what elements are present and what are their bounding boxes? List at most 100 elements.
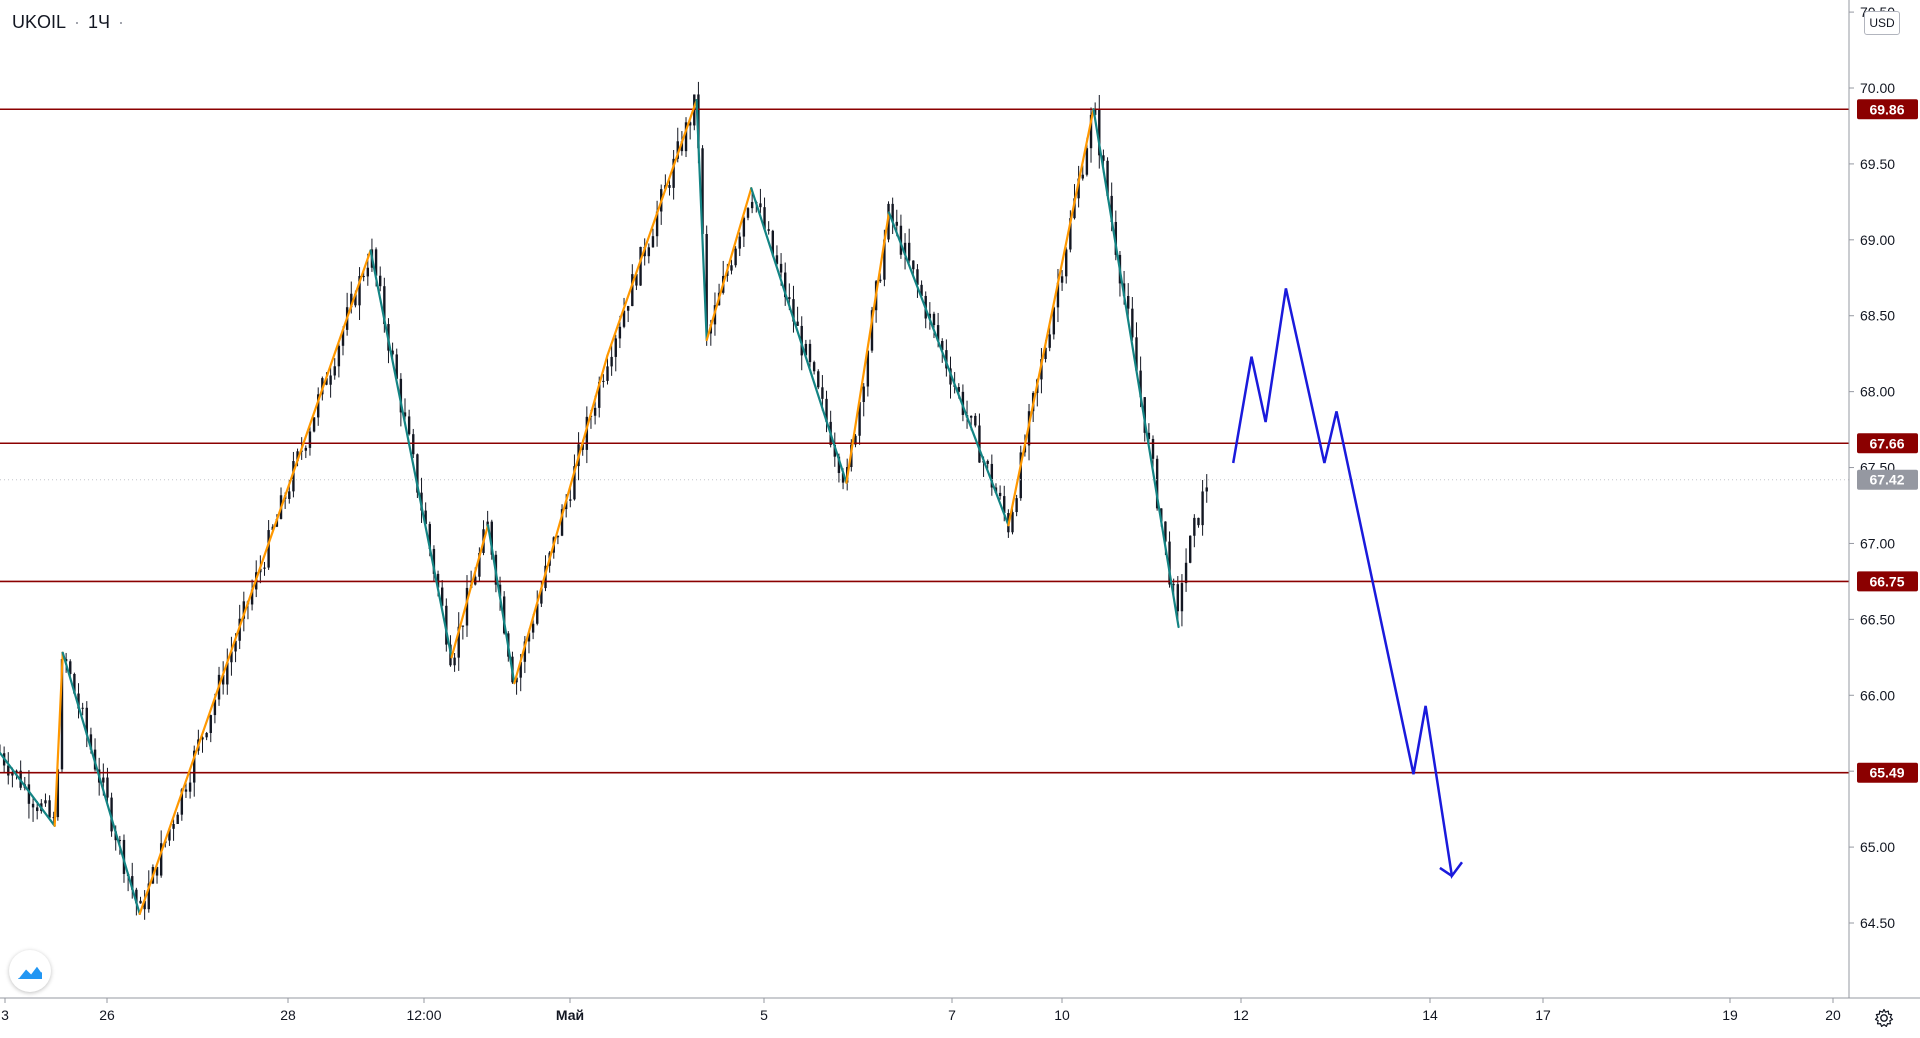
candle-body: [1106, 160, 1109, 196]
candle-body: [825, 398, 828, 422]
time-tick-label: Май: [556, 1007, 584, 1023]
candle-body: [916, 269, 919, 285]
zigzag-down-segment[interactable]: [61, 651, 141, 915]
candle-body: [31, 803, 35, 808]
zigzag-up-segment[interactable]: [53, 651, 64, 827]
candle-body: [585, 416, 589, 450]
gear-icon[interactable]: [1871, 1005, 1897, 1031]
candle-body: [77, 693, 80, 709]
candle-body: [854, 435, 857, 445]
time-tick-label: 14: [1422, 1007, 1438, 1023]
zigzag-up-segment[interactable]: [138, 249, 372, 915]
candle-body: [1011, 512, 1014, 533]
current-price-label: [1857, 469, 1918, 490]
zigzag-up-segment[interactable]: [1007, 108, 1095, 527]
price-tick-label: 67.00: [1860, 535, 1895, 551]
candle-body: [7, 765, 10, 776]
candle-body: [1102, 155, 1105, 161]
candle-body: [180, 789, 184, 815]
candle-body: [465, 587, 469, 626]
candle-body: [35, 807, 39, 812]
time-tick-label: 19: [1722, 1007, 1738, 1023]
zigzag-down-segment[interactable]: [0, 751, 56, 827]
candle-body: [808, 343, 812, 363]
candle-body: [796, 321, 799, 326]
candle-body: [1019, 452, 1022, 499]
candle-body: [569, 499, 572, 501]
price-tick-label: 65.00: [1860, 839, 1895, 855]
candle-body: [1184, 562, 1188, 584]
tradingview-logo-icon[interactable]: [9, 950, 51, 992]
zigzag-down-segment[interactable]: [369, 249, 453, 659]
candle-body: [1189, 535, 1192, 563]
candle-body: [333, 366, 336, 376]
candle-body: [341, 329, 345, 346]
zigzag-up-segment[interactable]: [845, 211, 891, 484]
candle-body: [1197, 517, 1200, 526]
candle-body: [680, 141, 684, 152]
candle-body: [379, 275, 382, 287]
candle-body: [85, 707, 88, 735]
currency-badge[interactable]: USD: [1864, 11, 1900, 35]
candle-body: [767, 229, 770, 231]
zigzag-down-segment[interactable]: [1092, 108, 1180, 629]
interval-label[interactable]: 1Ч: [88, 12, 111, 32]
candle-body: [730, 265, 733, 271]
time-tick-label: 5: [760, 1007, 768, 1023]
candle-body: [1060, 276, 1064, 283]
candle-body: [1164, 521, 1167, 542]
candle-body: [288, 491, 291, 499]
candle-body: [81, 707, 84, 709]
candle-body: [746, 208, 750, 218]
projection-path[interactable]: [1231, 288, 1464, 880]
candle-body: [184, 789, 188, 792]
price-tick-label: 69.50: [1860, 156, 1895, 172]
candle-body: [536, 603, 539, 624]
candle-body: [928, 313, 932, 319]
candle-body: [635, 274, 638, 286]
zigzag-up-segment[interactable]: [450, 524, 490, 659]
candle-body: [1201, 491, 1204, 526]
candle-body: [1110, 195, 1113, 222]
candle-body: [263, 567, 266, 569]
candle-body: [626, 306, 630, 311]
candle-body: [155, 866, 159, 876]
candle-body: [1176, 584, 1180, 612]
candle-body: [837, 456, 841, 474]
candle-body: [490, 521, 493, 555]
candle-body: [519, 661, 522, 678]
zigzag-down-segment[interactable]: [486, 524, 516, 685]
symbol-name[interactable]: UKOIL: [12, 12, 67, 32]
zigzag-up-segment[interactable]: [606, 99, 698, 357]
candle-body: [998, 492, 1002, 497]
candle-body: [573, 466, 576, 500]
zigzag-up-segment[interactable]: [705, 187, 753, 342]
candle-body: [383, 286, 386, 325]
candle-body: [374, 249, 378, 276]
candle-body: [64, 659, 68, 662]
candle-body: [647, 247, 651, 257]
candle-body: [817, 371, 820, 388]
candle-body: [602, 380, 605, 382]
candle-body: [440, 587, 444, 606]
candle-body: [622, 310, 626, 327]
candle-body: [502, 596, 506, 634]
candle-body: [304, 447, 308, 451]
candle-body: [800, 325, 803, 356]
zigzag-up-segment[interactable]: [513, 354, 609, 685]
candle-body: [60, 659, 64, 770]
time-tick-label: 3: [1, 1007, 9, 1023]
zigzag-down-segment[interactable]: [750, 187, 848, 484]
candle-body: [527, 632, 531, 642]
level-price-label: [1857, 433, 1918, 454]
candle-body: [862, 386, 865, 403]
candle-body: [986, 460, 989, 464]
zigzag-down-segment[interactable]: [887, 211, 1010, 527]
legend-separator-2: ·: [118, 12, 125, 32]
candle-body: [56, 769, 60, 818]
candle-body: [990, 463, 994, 488]
candle-body: [1139, 370, 1142, 398]
zigzag-down-segment[interactable]: [695, 99, 708, 342]
